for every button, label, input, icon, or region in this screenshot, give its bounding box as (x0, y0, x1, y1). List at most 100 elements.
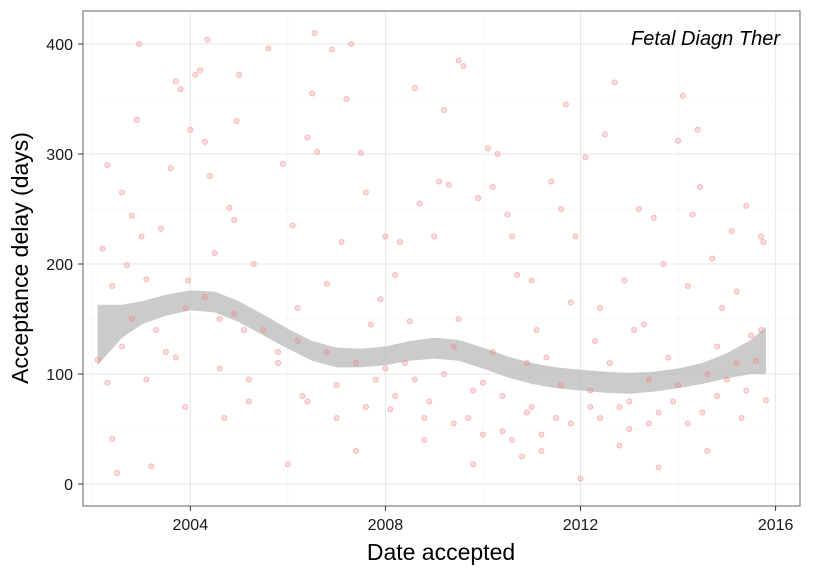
y-tick-label: 100 (46, 367, 73, 384)
data-point (675, 381, 682, 388)
data-point (348, 41, 355, 48)
data-point (201, 293, 208, 300)
plot-border (82, 10, 801, 507)
data-point (645, 420, 652, 427)
data-point (753, 357, 760, 364)
data-point (167, 165, 174, 172)
data-point (606, 359, 613, 366)
data-point (587, 387, 594, 394)
data-point (387, 406, 394, 413)
data-point (479, 379, 486, 386)
data-point (260, 326, 267, 333)
x-axis-title: Date accepted (367, 539, 515, 565)
data-point (675, 137, 682, 144)
y-axis: 0 100 200 300 400 (46, 37, 83, 494)
data-point (311, 29, 318, 36)
data-point (626, 425, 633, 432)
data-point (382, 233, 389, 240)
data-point (172, 78, 179, 85)
data-point (184, 277, 191, 284)
data-point (406, 318, 413, 325)
data-point (187, 126, 194, 133)
data-point (758, 233, 765, 240)
data-point (640, 321, 647, 328)
data-point (504, 211, 511, 218)
data-point (211, 249, 218, 256)
data-point (172, 354, 179, 361)
data-point (523, 409, 530, 416)
data-point (621, 277, 628, 284)
data-point (758, 326, 765, 333)
data-point (401, 359, 408, 366)
data-point (153, 326, 160, 333)
data-point (382, 365, 389, 372)
data-point (240, 326, 247, 333)
data-point (440, 107, 447, 114)
data-point (128, 315, 135, 322)
y-tick-label: 400 (46, 37, 73, 54)
data-point (216, 315, 223, 322)
data-point (650, 214, 657, 221)
data-point (294, 337, 301, 344)
plot-panel (83, 11, 800, 506)
points-layer (94, 29, 769, 482)
data-point (475, 194, 482, 201)
data-point (119, 343, 126, 350)
data-point (197, 67, 204, 74)
data-point (655, 464, 662, 471)
data-point (567, 420, 574, 427)
data-point (143, 376, 150, 383)
data-point (372, 376, 379, 383)
data-point (470, 387, 477, 394)
data-point (582, 154, 589, 161)
data-point (587, 403, 594, 410)
data-point (123, 262, 130, 269)
data-point (204, 36, 211, 43)
data-point (104, 161, 111, 168)
data-point (338, 238, 345, 245)
data-point (592, 337, 599, 344)
data-point (148, 463, 155, 470)
data-point (450, 343, 457, 350)
data-point (509, 233, 516, 240)
data-point (192, 71, 199, 78)
data-point (743, 387, 750, 394)
data-point (719, 304, 726, 311)
data-point (206, 172, 213, 179)
data-point (528, 277, 535, 284)
data-point (538, 447, 545, 454)
data-point (489, 348, 496, 355)
data-point (157, 225, 164, 232)
y-axis-title: Acceptance delay (days) (7, 132, 33, 384)
data-point (333, 414, 340, 421)
data-point (733, 359, 740, 366)
data-point (128, 212, 135, 219)
data-point (665, 354, 672, 361)
data-point (138, 233, 145, 240)
data-point (231, 216, 238, 223)
data-point (445, 181, 452, 188)
data-point (631, 326, 638, 333)
data-point (597, 414, 604, 421)
data-point (284, 461, 291, 468)
data-point (714, 343, 721, 350)
data-point (304, 134, 311, 141)
data-point (431, 233, 438, 240)
data-point (645, 376, 652, 383)
data-point (162, 348, 169, 355)
x-tick-label: 2008 (368, 517, 404, 534)
data-point (279, 160, 286, 167)
data-point (109, 282, 116, 289)
chart-annotation: Fetal Diagn Ther (631, 28, 781, 50)
data-point (509, 436, 516, 443)
data-point (655, 409, 662, 416)
data-point (353, 359, 360, 366)
data-point (528, 403, 535, 410)
data-point (265, 45, 272, 52)
data-point (353, 447, 360, 454)
data-point (392, 271, 399, 278)
data-point (562, 101, 569, 108)
data-point (514, 271, 521, 278)
x-axis: 2004 2008 2012 2016 (173, 506, 794, 534)
